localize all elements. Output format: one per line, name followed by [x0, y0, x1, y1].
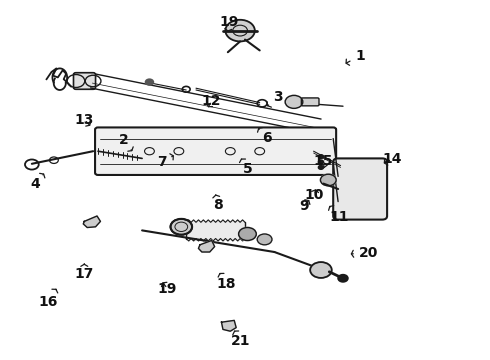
Text: 13: 13 — [74, 113, 94, 126]
Circle shape — [225, 20, 255, 41]
Text: 7: 7 — [157, 154, 173, 169]
Text: 5: 5 — [240, 159, 252, 176]
Text: 20: 20 — [351, 246, 378, 260]
FancyBboxPatch shape — [333, 158, 387, 220]
Circle shape — [318, 166, 323, 169]
Circle shape — [257, 234, 272, 245]
Text: 12: 12 — [202, 94, 221, 108]
FancyBboxPatch shape — [301, 98, 319, 106]
Text: 19: 19 — [220, 15, 239, 31]
Text: 2: 2 — [119, 134, 133, 151]
Text: 15: 15 — [314, 154, 333, 168]
Text: 3: 3 — [267, 90, 283, 107]
Circle shape — [320, 174, 336, 186]
Polygon shape — [83, 216, 100, 228]
Text: 14: 14 — [382, 152, 402, 166]
Text: 9: 9 — [299, 199, 310, 213]
Text: 8: 8 — [213, 195, 223, 212]
Text: 1: 1 — [346, 49, 365, 65]
Text: 19: 19 — [158, 282, 177, 296]
Circle shape — [338, 275, 348, 282]
Text: 6: 6 — [258, 127, 272, 144]
Polygon shape — [221, 320, 236, 331]
Text: 17: 17 — [74, 264, 94, 281]
Polygon shape — [198, 240, 215, 252]
FancyBboxPatch shape — [74, 73, 96, 89]
Text: 16: 16 — [38, 289, 58, 309]
Circle shape — [146, 79, 153, 85]
Circle shape — [285, 95, 303, 108]
Circle shape — [310, 262, 332, 278]
Text: 18: 18 — [217, 273, 236, 291]
Text: 10: 10 — [305, 188, 324, 202]
Circle shape — [239, 228, 256, 240]
Circle shape — [318, 160, 323, 164]
Text: 11: 11 — [329, 206, 349, 224]
Circle shape — [318, 155, 323, 158]
Circle shape — [171, 219, 192, 235]
Text: 4: 4 — [30, 174, 45, 190]
FancyBboxPatch shape — [95, 127, 336, 175]
Text: 21: 21 — [231, 331, 251, 348]
